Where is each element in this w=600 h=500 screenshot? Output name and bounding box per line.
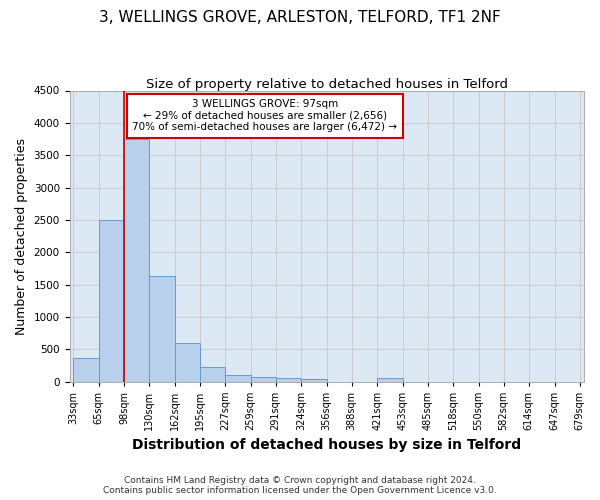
Text: 3, WELLINGS GROVE, ARLESTON, TELFORD, TF1 2NF: 3, WELLINGS GROVE, ARLESTON, TELFORD, TF…: [99, 10, 501, 25]
Bar: [251, 377, 275, 382]
Bar: [377, 378, 403, 382]
Bar: [301, 379, 326, 382]
Text: Contains HM Land Registry data © Crown copyright and database right 2024.
Contai: Contains HM Land Registry data © Crown c…: [103, 476, 497, 495]
Bar: [275, 378, 301, 382]
X-axis label: Distribution of detached houses by size in Telford: Distribution of detached houses by size …: [132, 438, 521, 452]
Y-axis label: Number of detached properties: Number of detached properties: [15, 138, 28, 334]
Bar: [73, 358, 98, 382]
Title: Size of property relative to detached houses in Telford: Size of property relative to detached ho…: [146, 78, 508, 90]
Text: 3 WELLINGS GROVE: 97sqm
← 29% of detached houses are smaller (2,656)
70% of semi: 3 WELLINGS GROVE: 97sqm ← 29% of detache…: [133, 99, 397, 132]
Bar: [149, 276, 175, 382]
Bar: [200, 367, 226, 382]
Bar: [124, 139, 149, 382]
Bar: [98, 220, 124, 382]
Bar: [226, 374, 251, 382]
Bar: [175, 344, 200, 382]
